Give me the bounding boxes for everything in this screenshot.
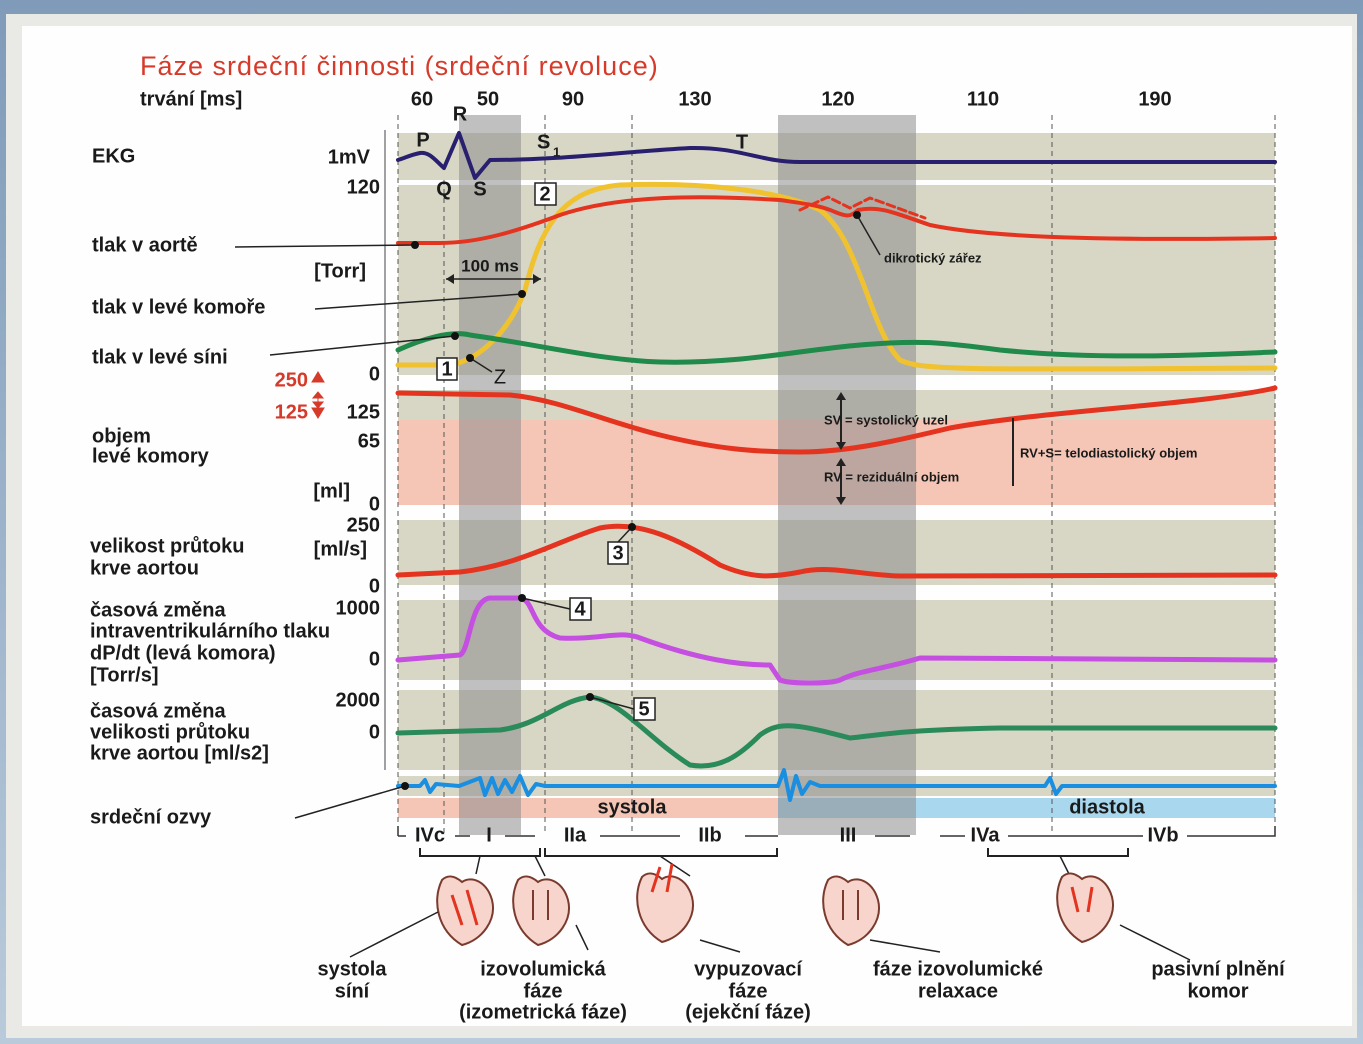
wave-label: S bbox=[537, 131, 550, 153]
duration-label: trvání [ms] bbox=[140, 88, 242, 110]
caption: fáze bbox=[524, 980, 563, 1002]
caption: relaxace bbox=[918, 980, 998, 1002]
caption: systola bbox=[318, 958, 388, 980]
wave-label: S bbox=[473, 178, 486, 200]
scale-label: 250 bbox=[275, 369, 308, 391]
tick-label: 0 bbox=[369, 648, 380, 670]
duration: 130 bbox=[678, 88, 711, 110]
tick-label: 0 bbox=[369, 363, 380, 385]
curve-label: srdeční ozvy bbox=[90, 806, 212, 828]
duration: 50 bbox=[477, 88, 499, 110]
marker: 2 bbox=[539, 183, 550, 205]
page: Fáze srdeční činnosti (srdeční revoluce)… bbox=[0, 0, 1363, 1044]
period-label: diastola bbox=[1069, 796, 1145, 818]
duration: 190 bbox=[1138, 88, 1171, 110]
caption: pasivní plnění bbox=[1151, 958, 1286, 980]
phase-label: IVa bbox=[971, 824, 1001, 846]
tick-label: 120 bbox=[347, 176, 380, 198]
dot bbox=[411, 241, 419, 249]
marker: 4 bbox=[574, 598, 586, 620]
unit: [ml] bbox=[313, 480, 350, 502]
dot bbox=[451, 332, 459, 340]
dot bbox=[518, 290, 526, 298]
marker: 1 bbox=[441, 358, 452, 380]
marker: 3 bbox=[612, 542, 623, 564]
annotation: RV = reziduální objem bbox=[824, 469, 959, 484]
curve-label: časová změna bbox=[90, 700, 227, 722]
caption: vypuzovací bbox=[694, 958, 803, 980]
duration: 110 bbox=[967, 88, 999, 110]
wave-label: P bbox=[416, 129, 429, 151]
tick-label: 0 bbox=[369, 493, 380, 515]
phase-label: IVc bbox=[415, 824, 445, 846]
diagram: Fáze srdeční činnosti (srdeční revoluce)… bbox=[0, 0, 1363, 1044]
scale-label: 125 bbox=[275, 401, 308, 423]
curve-label: tlak v aortě bbox=[92, 234, 198, 256]
curve-label: krve aortou bbox=[90, 557, 199, 579]
phase-label: IVb bbox=[1147, 824, 1178, 846]
interval-label: 100 ms bbox=[461, 256, 519, 275]
period-label: systola bbox=[598, 796, 668, 818]
caption: fáze izovolumické bbox=[873, 958, 1043, 980]
marker: 5 bbox=[638, 698, 649, 720]
phase-label: III bbox=[840, 824, 857, 846]
ekg-unit: 1mV bbox=[328, 146, 371, 168]
systole-bar bbox=[398, 798, 778, 818]
tick-label: 0 bbox=[369, 575, 380, 597]
tick-label: 65 bbox=[358, 430, 380, 452]
wave-label: Q bbox=[436, 178, 452, 200]
phase-label: IIa bbox=[564, 824, 587, 846]
tick-label: 125 bbox=[347, 401, 380, 423]
dot bbox=[466, 354, 474, 362]
caption: (izometrická fáze) bbox=[459, 1001, 627, 1023]
curve-label: tlak v levé komoře bbox=[92, 296, 265, 318]
caption: (ejekční fáze) bbox=[685, 1001, 811, 1023]
caption: komor bbox=[1187, 980, 1248, 1002]
ekg-label: EKG bbox=[92, 145, 135, 167]
phase-label: I bbox=[486, 824, 492, 846]
tick-label: 1000 bbox=[336, 597, 381, 619]
dot bbox=[628, 523, 636, 531]
wave-label: T bbox=[736, 131, 748, 153]
caption: fáze bbox=[729, 980, 768, 1002]
unit: [ml/s] bbox=[314, 538, 367, 560]
annotation: SV = systolický uzel bbox=[824, 412, 948, 427]
curve-label: krve aortou [ml/s2] bbox=[90, 742, 269, 764]
tick-label: 250 bbox=[347, 514, 380, 536]
dot bbox=[518, 594, 526, 602]
curve-label: objem bbox=[92, 425, 151, 447]
annotation: RV+S= telodiastolický objem bbox=[1020, 445, 1198, 460]
duration: 60 bbox=[411, 88, 433, 110]
wave-label: R bbox=[453, 103, 468, 125]
duration: 90 bbox=[562, 88, 584, 110]
phase-label: IIb bbox=[698, 824, 721, 846]
curve-label: dP/dt (levá komora) bbox=[90, 642, 276, 664]
tick-label: 2000 bbox=[336, 689, 381, 711]
curve-label: intraventrikulárního tlaku bbox=[90, 620, 330, 642]
dot bbox=[853, 211, 861, 219]
caption: síní bbox=[335, 980, 371, 1002]
annotation: dikrotický zářez bbox=[884, 250, 982, 265]
tick-label: 0 bbox=[369, 721, 380, 743]
curve-label: tlak v levé síni bbox=[92, 346, 228, 368]
curve-label: časová změna bbox=[90, 599, 227, 621]
caption: izovolumická bbox=[480, 958, 606, 980]
wave-subscript: 1 bbox=[553, 144, 560, 159]
dot bbox=[401, 782, 409, 790]
marker: Z bbox=[494, 366, 506, 388]
curve-label: velikost průtoku bbox=[90, 535, 244, 557]
dot bbox=[586, 693, 594, 701]
curve-label: [Torr/s] bbox=[90, 664, 159, 686]
duration: 120 bbox=[821, 88, 854, 110]
unit: [Torr] bbox=[314, 260, 366, 282]
curve-label: velikosti průtoku bbox=[90, 721, 250, 743]
title: Fáze srdeční činnosti (srdeční revoluce) bbox=[140, 51, 659, 81]
curve-label: levé komory bbox=[92, 445, 210, 467]
